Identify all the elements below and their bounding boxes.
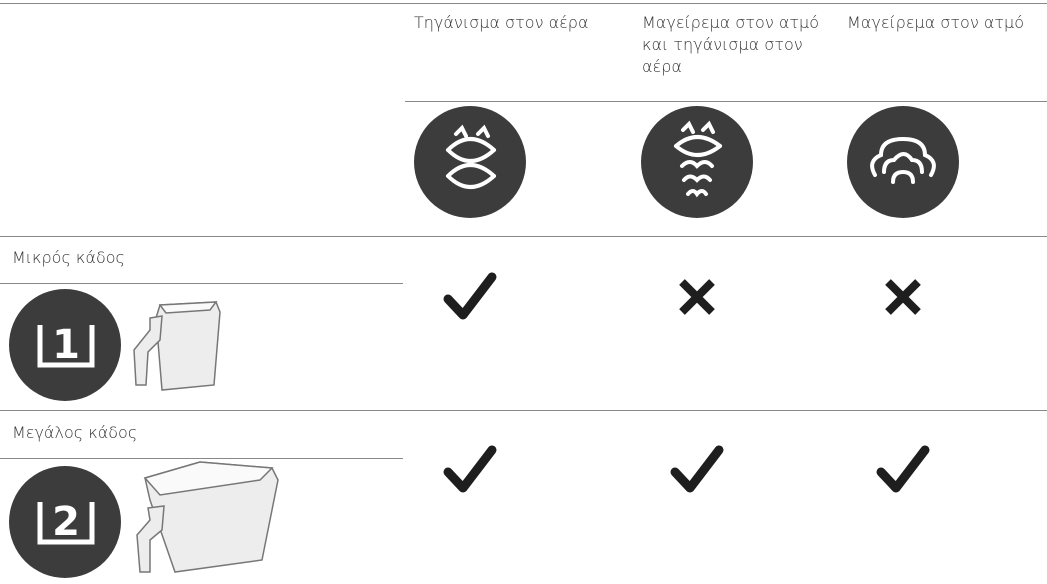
check-mark	[443, 272, 497, 320]
badge-number: 2	[52, 499, 80, 545]
steam-icon	[847, 106, 959, 218]
cross-mark	[885, 279, 921, 315]
cross-mark	[679, 279, 715, 315]
large-bowl-badge: 2	[9, 466, 121, 578]
rules	[0, 3, 1047, 459]
steam-air-fry-icon	[641, 106, 753, 218]
column-header: Μαγείρεμα στον ατμό	[847, 13, 1025, 32]
check-mark	[443, 445, 497, 493]
small-bucket	[133, 301, 221, 391]
column-header: Τηγάνισμα στον αέρα	[414, 13, 589, 32]
row-label: Μικρός κάδος	[12, 248, 125, 267]
column-header: Μαγείρεμα στον ατμό και τηγάνισμα στον α…	[642, 13, 820, 76]
check-mark	[670, 445, 724, 493]
small-bowl-badge: 1	[9, 289, 121, 401]
check-mark	[876, 445, 930, 493]
badge-number: 1	[52, 322, 80, 368]
air-fry-icon	[414, 106, 526, 218]
row-label: Μεγάλος κάδος	[12, 423, 138, 442]
large-bucket	[136, 461, 279, 573]
